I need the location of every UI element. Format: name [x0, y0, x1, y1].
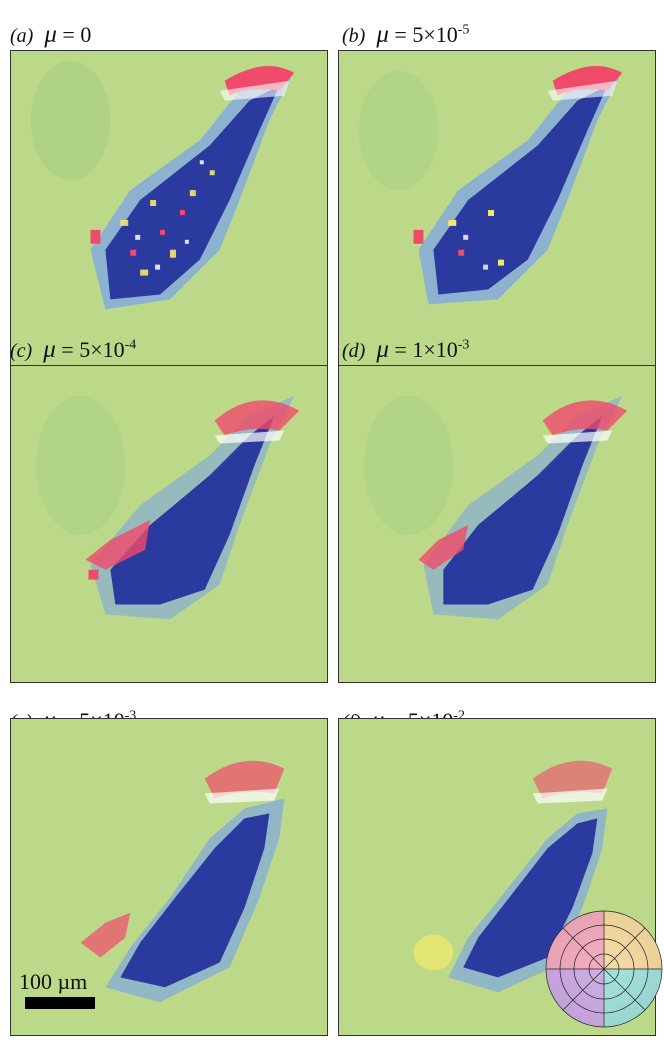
panel-a-map [10, 50, 328, 368]
panel-label-a: (a) μ = 0 [10, 21, 92, 48]
panel-c-map [10, 365, 328, 683]
panel-label-b: (b) μ = 5×10-5 [342, 21, 470, 48]
scale-bar-label: 100 µm [19, 969, 88, 994]
orientation-color-key-sphere [545, 910, 663, 1028]
panel-label-d: (d) μ = 1×10-3 [342, 336, 470, 363]
panel-b-map [338, 50, 656, 368]
panel-label-c: (c) μ = 5×10-4 [10, 336, 137, 363]
scale-bar [25, 997, 95, 1009]
panel-d-map [338, 365, 656, 683]
panel-e-map: 100 µm [10, 718, 328, 1036]
